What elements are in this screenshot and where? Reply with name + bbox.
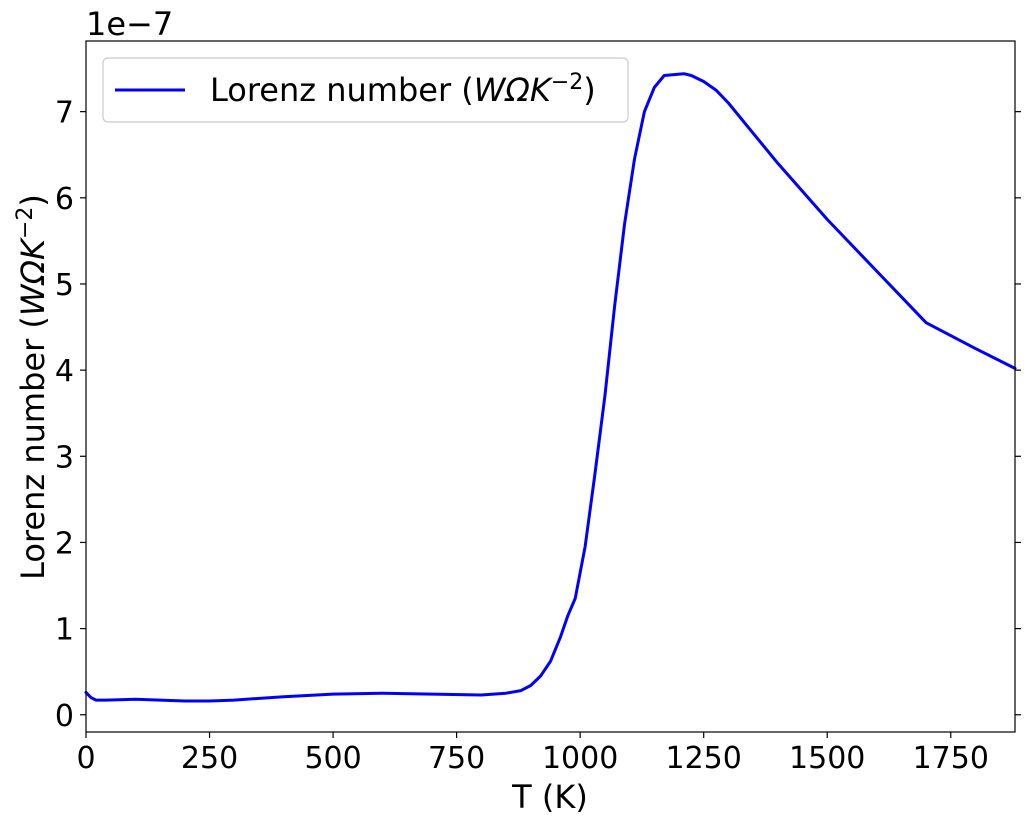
legend-box <box>102 57 629 123</box>
y-tick-label: 0 <box>55 699 74 734</box>
plot-area: 0 250 500 750 1000 1250 1500 1750 0 1 2 3 4 5 6 7 <box>55 72 1021 776</box>
x-tick-label: 1250 <box>666 741 742 776</box>
x-axis-label: T (K) <box>511 778 588 816</box>
legend: Lorenz number (WΩK−2) <box>102 57 629 123</box>
y-axis-label: Lorenz number (WΩK−2) <box>13 194 53 580</box>
y-tick-label: 6 <box>55 182 74 217</box>
x-tick-label: 1750 <box>913 741 989 776</box>
x-tick-label: 250 <box>181 741 238 776</box>
plot-frame <box>85 40 1016 733</box>
x-tick-label: 1500 <box>789 741 865 776</box>
x-tick-label: 1000 <box>542 741 618 776</box>
series-line-lorenz <box>84 72 1017 703</box>
y-tick-label: 1 <box>55 613 74 648</box>
y-tick-label: 7 <box>55 96 74 131</box>
x-tick-label: 500 <box>304 741 361 776</box>
x-tick-label: 0 <box>76 741 95 776</box>
offset-text: 1e−7 <box>86 5 173 43</box>
x-tick-label: 750 <box>428 741 485 776</box>
legend-label: Lorenz number (WΩK−2) <box>210 70 596 110</box>
y-tick-label: 4 <box>55 354 74 389</box>
y-tick-label: 3 <box>55 440 74 475</box>
y-tick-label: 5 <box>55 268 74 303</box>
y-tick-label: 2 <box>55 526 74 561</box>
